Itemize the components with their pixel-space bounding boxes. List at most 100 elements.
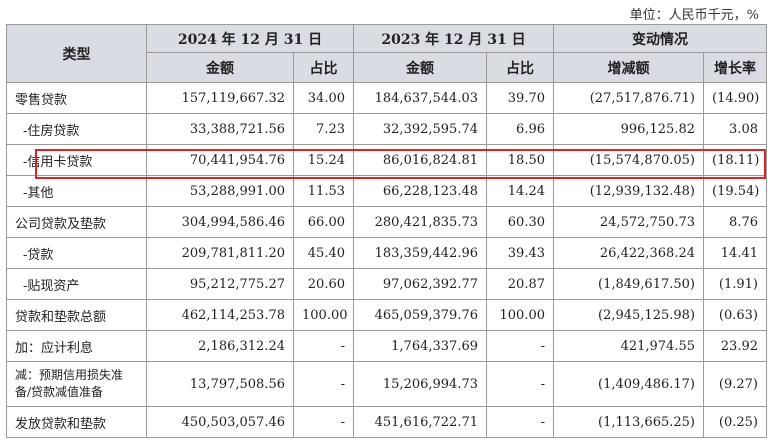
table-row: 加：应计利息 2,186,312.24 - 1,764,337.69 - 421…	[6, 330, 767, 362]
share-2024-cell: -	[293, 330, 354, 362]
amount-2024-cell: 13,797,508.56	[146, 361, 294, 407]
share-2023-cell: -	[486, 361, 554, 407]
amount-2023-cell: 86,016,824.81	[353, 144, 487, 176]
share-2023-cell: 20.87	[486, 268, 554, 300]
share-2023-cell: -	[486, 406, 554, 438]
growth-cell: (9.27)	[703, 361, 767, 407]
amount-2024-cell: 462,114,253.78	[146, 299, 294, 331]
share-2023-cell: 100.00	[486, 299, 554, 331]
amount-2023-cell: 66,228,123.48	[353, 175, 487, 207]
amount-2023-cell: 183,359,442.96	[353, 237, 487, 269]
share-2024-cell: 7.23	[293, 113, 354, 145]
table-row: -其他 53,288,991.00 11.53 66,228,123.48 14…	[6, 175, 767, 207]
amount-2024-cell: 95,212,775.27	[146, 268, 294, 300]
header-amount-2023: 金额	[353, 52, 487, 83]
growth-cell: 14.41	[703, 237, 767, 269]
header-period-2024: 2024 年 12 月 31 日	[146, 24, 354, 53]
growth-cell: 8.76	[703, 206, 767, 238]
growth-cell: (0.25)	[703, 406, 767, 438]
row-label: 公司贷款及垫款	[6, 206, 147, 238]
row-label: -贷款	[6, 237, 147, 269]
delta-cell: (12,939,132.48)	[553, 175, 704, 207]
amount-2024-cell: 53,288,991.00	[146, 175, 294, 207]
row-label: 零售贷款	[6, 82, 147, 114]
table-row: 公司贷款及垫款 304,994,586.46 66.00 280,421,835…	[6, 206, 767, 238]
loan-breakdown-table: 类型 2024 年 12 月 31 日 2023 年 12 月 31 日 变动情…	[6, 24, 767, 438]
header-growth: 增长率	[703, 52, 767, 83]
row-label: -贴现资产	[6, 268, 147, 300]
amount-2023-cell: 184,637,544.03	[353, 82, 487, 114]
share-2023-cell: -	[486, 330, 554, 362]
amount-2023-cell: 1,764,337.69	[353, 330, 487, 362]
share-2023-cell: 60.30	[486, 206, 554, 238]
growth-cell: (14.90)	[703, 82, 767, 114]
growth-cell: (0.63)	[703, 299, 767, 331]
table-row: 贷款和垫款总额 462,114,253.78 100.00 465,059,37…	[6, 299, 767, 331]
growth-cell: (19.54)	[703, 175, 767, 207]
share-2024-cell: 15.24	[293, 144, 354, 176]
table-row: -贷款 209,781,811.20 45.40 183,359,442.96 …	[6, 237, 767, 269]
amount-2024-cell: 209,781,811.20	[146, 237, 294, 269]
growth-cell: 3.08	[703, 113, 767, 145]
amount-2023-cell: 97,062,392.77	[353, 268, 487, 300]
share-2023-cell: 14.24	[486, 175, 554, 207]
header-share-2023: 占比	[486, 52, 554, 83]
share-2024-cell: -	[293, 361, 354, 407]
table-row: -住房贷款 33,388,721.56 7.23 32,392,595.74 6…	[6, 113, 767, 145]
row-label: -信用卡贷款	[6, 144, 147, 176]
amount-2023-cell: 15,206,994.73	[353, 361, 487, 407]
amount-2023-cell: 465,059,379.76	[353, 299, 487, 331]
share-2024-cell: 66.00	[293, 206, 354, 238]
table-row: -贴现资产 95,212,775.27 20.60 97,062,392.77 …	[6, 268, 767, 300]
share-2024-cell: 20.60	[293, 268, 354, 300]
row-label: -住房贷款	[6, 113, 147, 145]
share-2023-cell: 6.96	[486, 113, 554, 145]
amount-2024-cell: 450,503,057.46	[146, 406, 294, 438]
delta-cell: 24,572,750.73	[553, 206, 704, 238]
share-2024-cell: -	[293, 406, 354, 438]
amount-2023-cell: 451,616,722.71	[353, 406, 487, 438]
amount-2023-cell: 280,421,835.73	[353, 206, 487, 238]
growth-cell: (1.91)	[703, 268, 767, 300]
header-share-2024: 占比	[293, 52, 354, 83]
amount-2024-cell: 304,994,586.46	[146, 206, 294, 238]
delta-cell: (2,945,125.98)	[553, 299, 704, 331]
amount-2023-cell: 32,392,595.74	[353, 113, 487, 145]
delta-cell: (1,409,486.17)	[553, 361, 704, 407]
share-2023-cell: 18.50	[486, 144, 554, 176]
amount-2024-cell: 157,119,667.32	[146, 82, 294, 114]
row-label: 发放贷款和垫款	[6, 406, 147, 438]
header-change: 变动情况	[553, 24, 767, 53]
delta-cell: (1,113,665.25)	[553, 406, 704, 438]
share-2024-cell: 34.00	[293, 82, 354, 114]
unit-label: 单位：人民币千元，%	[629, 8, 759, 23]
share-2023-cell: 39.70	[486, 82, 554, 114]
header-type: 类型	[6, 24, 147, 83]
delta-cell: (15,574,870.05)	[553, 144, 704, 176]
growth-cell: (18.11)	[703, 144, 767, 176]
delta-cell: 996,125.82	[553, 113, 704, 145]
delta-cell: (27,517,876.71)	[553, 82, 704, 114]
share-2024-cell: 11.53	[293, 175, 354, 207]
header-delta: 增减额	[553, 52, 704, 83]
row-label: 减：预期信用损失准备/贷款减值准备	[6, 361, 147, 407]
row-label: -其他	[6, 175, 147, 207]
amount-2024-cell: 70,441,954.76	[146, 144, 294, 176]
share-2024-cell: 45.40	[293, 237, 354, 269]
amount-2024-cell: 33,388,721.56	[146, 113, 294, 145]
delta-cell: (1,849,617.50)	[553, 268, 704, 300]
amount-2024-cell: 2,186,312.24	[146, 330, 294, 362]
table-row: 减：预期信用损失准备/贷款减值准备 13,797,508.56 - 15,206…	[6, 361, 767, 407]
share-2023-cell: 39.43	[486, 237, 554, 269]
share-2024-cell: 100.00	[293, 299, 354, 331]
growth-cell: 23.92	[703, 330, 767, 362]
header-amount-2024: 金额	[146, 52, 294, 83]
delta-cell: 26,422,368.24	[553, 237, 704, 269]
table-row: 零售贷款 157,119,667.32 34.00 184,637,544.03…	[6, 82, 767, 114]
table-row-highlighted: -信用卡贷款 70,441,954.76 15.24 86,016,824.81…	[6, 144, 767, 176]
row-label: 加：应计利息	[6, 330, 147, 362]
header-period-2023: 2023 年 12 月 31 日	[353, 24, 554, 53]
row-label: 贷款和垫款总额	[6, 299, 147, 331]
table-row: 发放贷款和垫款 450,503,057.46 - 451,616,722.71 …	[6, 406, 767, 438]
delta-cell: 421,974.55	[553, 330, 704, 362]
